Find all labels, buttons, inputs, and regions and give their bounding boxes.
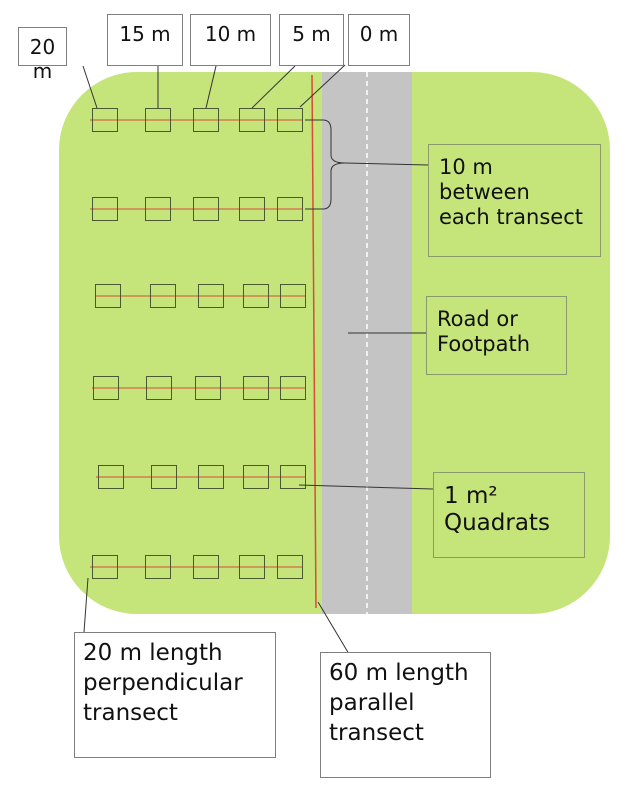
callout-transect-spacing-line-1: 10 m	[439, 155, 493, 179]
quadrat	[243, 376, 269, 400]
callout-parallel-line-2: parallel	[329, 689, 415, 716]
quadrat	[198, 284, 224, 308]
quadrat	[92, 197, 118, 221]
callout-parallel-line-1: 60 m length	[329, 660, 469, 686]
callout-transect-spacing-line-2: between	[439, 179, 530, 204]
leader-0m	[299, 64, 346, 108]
parallel-transect-line	[311, 74, 317, 609]
quadrat	[151, 465, 177, 489]
quadrat	[95, 284, 121, 308]
quadrat	[145, 108, 171, 132]
callout-road-line-1: Road or	[437, 307, 518, 331]
quadrat	[93, 376, 119, 400]
distance-label-0m-text: 0 m	[359, 22, 399, 46]
callout-transect-spacing: 10 m between each transect	[428, 144, 601, 257]
leader-5m	[251, 65, 296, 109]
quadrat	[277, 197, 303, 221]
leader-20m	[82, 65, 98, 109]
callout-road: Road or Footpath	[426, 296, 567, 375]
perpendicular-transect-6	[90, 555, 303, 579]
callout-perpendicular-line-2: perpendicular	[83, 669, 243, 696]
leader-parallel	[317, 601, 350, 655]
perpendicular-transects	[90, 108, 306, 579]
perpendicular-transect-5	[96, 465, 306, 489]
quadrat	[277, 555, 303, 579]
quadrat	[239, 555, 265, 579]
leader-lines	[82, 64, 434, 655]
callout-quadrats: 1 m² Quadrats	[433, 472, 585, 558]
distance-label-5m: 5 m	[279, 14, 344, 66]
quadrat	[277, 108, 303, 132]
leader-10m-callout	[344, 162, 429, 166]
callout-perpendicular-line-1: 20 m length	[83, 640, 223, 666]
distance-label-0m: 0 m	[348, 14, 410, 66]
quadrat	[92, 555, 118, 579]
distance-label-10m: 10 m	[190, 14, 271, 66]
quadrat	[239, 108, 265, 132]
distance-label-15m: 15 m	[107, 14, 183, 66]
callout-parallel-line-3: transect	[329, 719, 424, 746]
leader-10m	[205, 65, 217, 109]
quadrat	[193, 197, 219, 221]
quadrat	[280, 465, 306, 489]
leader-quadrats-callout	[298, 484, 434, 490]
quadrat	[239, 197, 265, 221]
quadrat	[243, 284, 269, 308]
callout-perpendicular-line-3: transect	[83, 699, 178, 726]
quadrat	[198, 465, 224, 489]
quadrat	[146, 376, 172, 400]
perpendicular-transect-4	[92, 376, 306, 400]
callout-parallel-transect: 60 m length parallel transect	[320, 652, 491, 778]
quadrat	[243, 465, 269, 489]
callout-perpendicular-transect: 20 m length perpendicular transect	[74, 632, 276, 758]
leader-perpendicular	[83, 577, 89, 633]
quadrat	[145, 197, 171, 221]
quadrat	[145, 555, 171, 579]
distance-label-20m-text: 20 m	[29, 35, 56, 83]
distance-label-15m-text: 15 m	[119, 22, 171, 46]
quadrat	[280, 284, 306, 308]
perpendicular-transect-2	[90, 197, 303, 221]
callout-quadrats-line-2: Quadrats	[444, 510, 550, 537]
quadrat	[92, 108, 118, 132]
callout-quadrats-line-1: 1 m²	[444, 483, 498, 509]
quadrat	[193, 108, 219, 132]
quadrat	[193, 555, 219, 579]
quadrat	[280, 376, 306, 400]
quadrat	[195, 376, 221, 400]
distance-label-10m-text: 10 m	[204, 22, 257, 46]
distance-label-20m: 20 m	[18, 27, 67, 82]
distance-label-5m-text: 5 m	[292, 22, 331, 46]
quadrat	[150, 284, 176, 308]
quadrat	[98, 465, 124, 489]
callout-transect-spacing-line-3: each transect	[439, 204, 584, 229]
perpendicular-transect-3	[95, 284, 306, 308]
perpendicular-transect-1	[90, 108, 303, 132]
callout-road-line-2: Footpath	[437, 331, 531, 356]
